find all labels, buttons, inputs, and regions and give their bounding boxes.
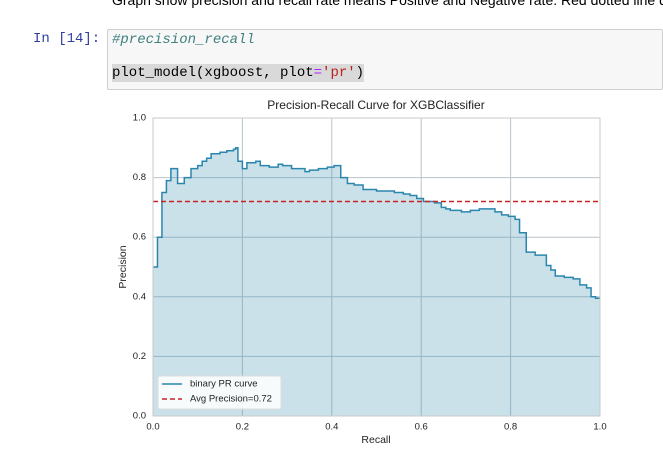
code-token: ) — [355, 65, 365, 81]
legend: binary PR curve Avg Precision=0.72 — [157, 375, 282, 410]
pr-curve — [153, 147, 600, 300]
code-line: #precision_recall — [112, 32, 255, 48]
y-tick-label: 0.4 — [133, 291, 146, 302]
legend-label: Avg Precision=0.72 — [190, 394, 272, 405]
legend-box — [157, 375, 282, 410]
x-tick-label: 0.8 — [504, 422, 517, 433]
x-tick-label: 0.2 — [236, 422, 249, 433]
code-string: 'pr' — [322, 65, 356, 81]
x-tick-label: 1.0 — [593, 422, 606, 433]
x-tick-label: 0.6 — [415, 422, 428, 433]
y-tick-label: 1.0 — [133, 113, 146, 124]
y-tick-label: 0.2 — [133, 351, 146, 362]
legend-label: binary PR curve — [190, 379, 258, 390]
code-comment: #precision_recall — [112, 32, 255, 48]
cell-prompt: In [14]: — [33, 31, 101, 47]
code-line: plot_model(xgboost, plot='pr') — [112, 64, 365, 82]
plot-frame — [152, 117, 601, 417]
x-tick-label: 0.4 — [325, 422, 338, 433]
pr-area — [153, 147, 600, 417]
y-tick-label: 0.6 — [133, 232, 146, 243]
y-axis-label: Precision — [117, 245, 129, 288]
y-tick-label: 0.8 — [133, 172, 146, 183]
code-cell[interactable]: #precision_recall plot_model(xgboost, pl… — [107, 29, 663, 90]
chart-title: Precision-Recall Curve for XGBClassifier — [267, 98, 484, 112]
markdown-text: Graph show precision and recall rate mea… — [112, 0, 663, 8]
code-operator: = — [313, 65, 323, 81]
code-token: plot_model(xgboost, plot — [112, 65, 314, 81]
x-axis-label: Recall — [361, 434, 390, 446]
x-tick-label: 0.0 — [146, 422, 159, 433]
y-tick-label: 0.0 — [133, 411, 146, 422]
